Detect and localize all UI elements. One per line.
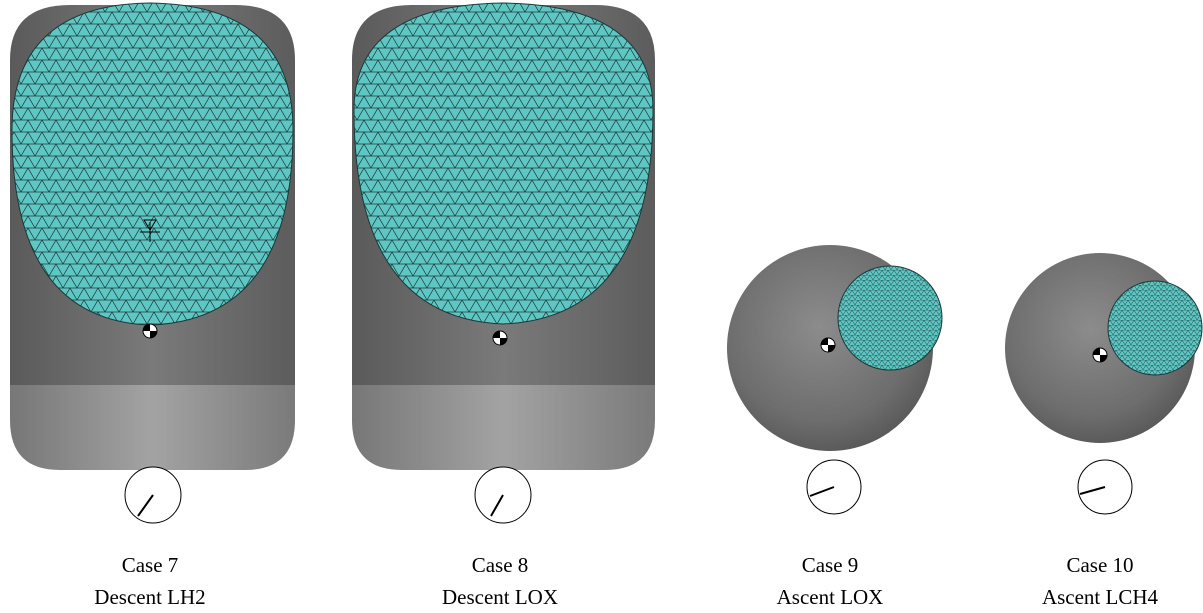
cg-marker — [143, 324, 157, 338]
panel-case-8: Case 8 Descent LOX — [352, 3, 655, 609]
liquid — [838, 266, 942, 370]
liquid — [1108, 281, 1202, 375]
tank — [10, 385, 295, 470]
case-description: Descent LOX — [442, 585, 558, 609]
case-label: Case 7 — [122, 553, 179, 577]
case-label: Case 9 — [802, 553, 859, 577]
case-description: Descent LH2 — [94, 585, 205, 609]
panel-case-7: Case 7 Descent LH2 — [10, 3, 295, 609]
case-description: Ascent LOX — [777, 585, 884, 609]
case-label: Case 8 — [472, 553, 529, 577]
cg-marker — [821, 338, 835, 352]
panel-case-10: Case 10 Ascent LCH4 — [1005, 253, 1202, 609]
case-label: Case 10 — [1066, 553, 1133, 577]
liquid — [354, 3, 653, 324]
case-description: Ascent LCH4 — [1042, 585, 1159, 609]
tank — [352, 385, 655, 470]
panel-case-9: Case 9 Ascent LOX — [727, 245, 942, 609]
figure: Case 7 Descent LH2 Case 8 Descent LOX Ca… — [0, 0, 1203, 613]
liquid — [12, 3, 293, 325]
cg-marker — [1093, 348, 1107, 362]
cg-marker — [493, 331, 507, 345]
